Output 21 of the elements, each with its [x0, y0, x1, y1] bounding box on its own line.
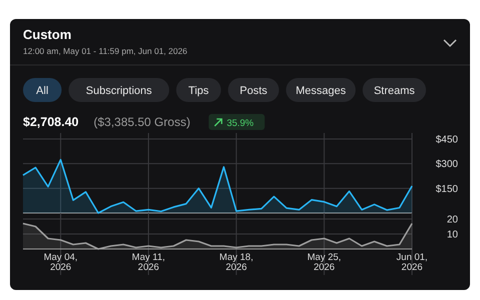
text: Messages: [296, 85, 346, 97]
text: All: [36, 85, 48, 97]
text: 35.9%: [226, 118, 254, 129]
text: Streams: [374, 85, 416, 97]
x-tick-label: Jun 01, 2026: [396, 252, 428, 273]
text: Subscriptions: [86, 85, 152, 97]
y-tick-label: $450: [436, 134, 458, 146]
x-tick-label: May 04, 2026: [44, 252, 78, 273]
y-tick-label: 10: [446, 230, 458, 240]
text: $2,708.40: [23, 115, 79, 129]
text: Posts: [240, 85, 268, 97]
x-tick-label: May 11, 2026: [132, 252, 166, 273]
text: ($3,385.50 Gross): [94, 115, 190, 129]
y-tick-label: $150: [436, 184, 458, 195]
chart-subtitle: 12:00 am, May 01 - 11:59 pm, Jun 01, 2026: [23, 46, 188, 56]
x-tick-label: May 25, 2026: [307, 252, 342, 273]
y-tick-label: $300: [436, 159, 458, 170]
x-tick-label: May 18, 2026: [219, 252, 254, 273]
text: Tips: [188, 85, 210, 97]
chart-title: Custom: [23, 27, 72, 42]
y-tick-label: 20: [446, 214, 458, 226]
